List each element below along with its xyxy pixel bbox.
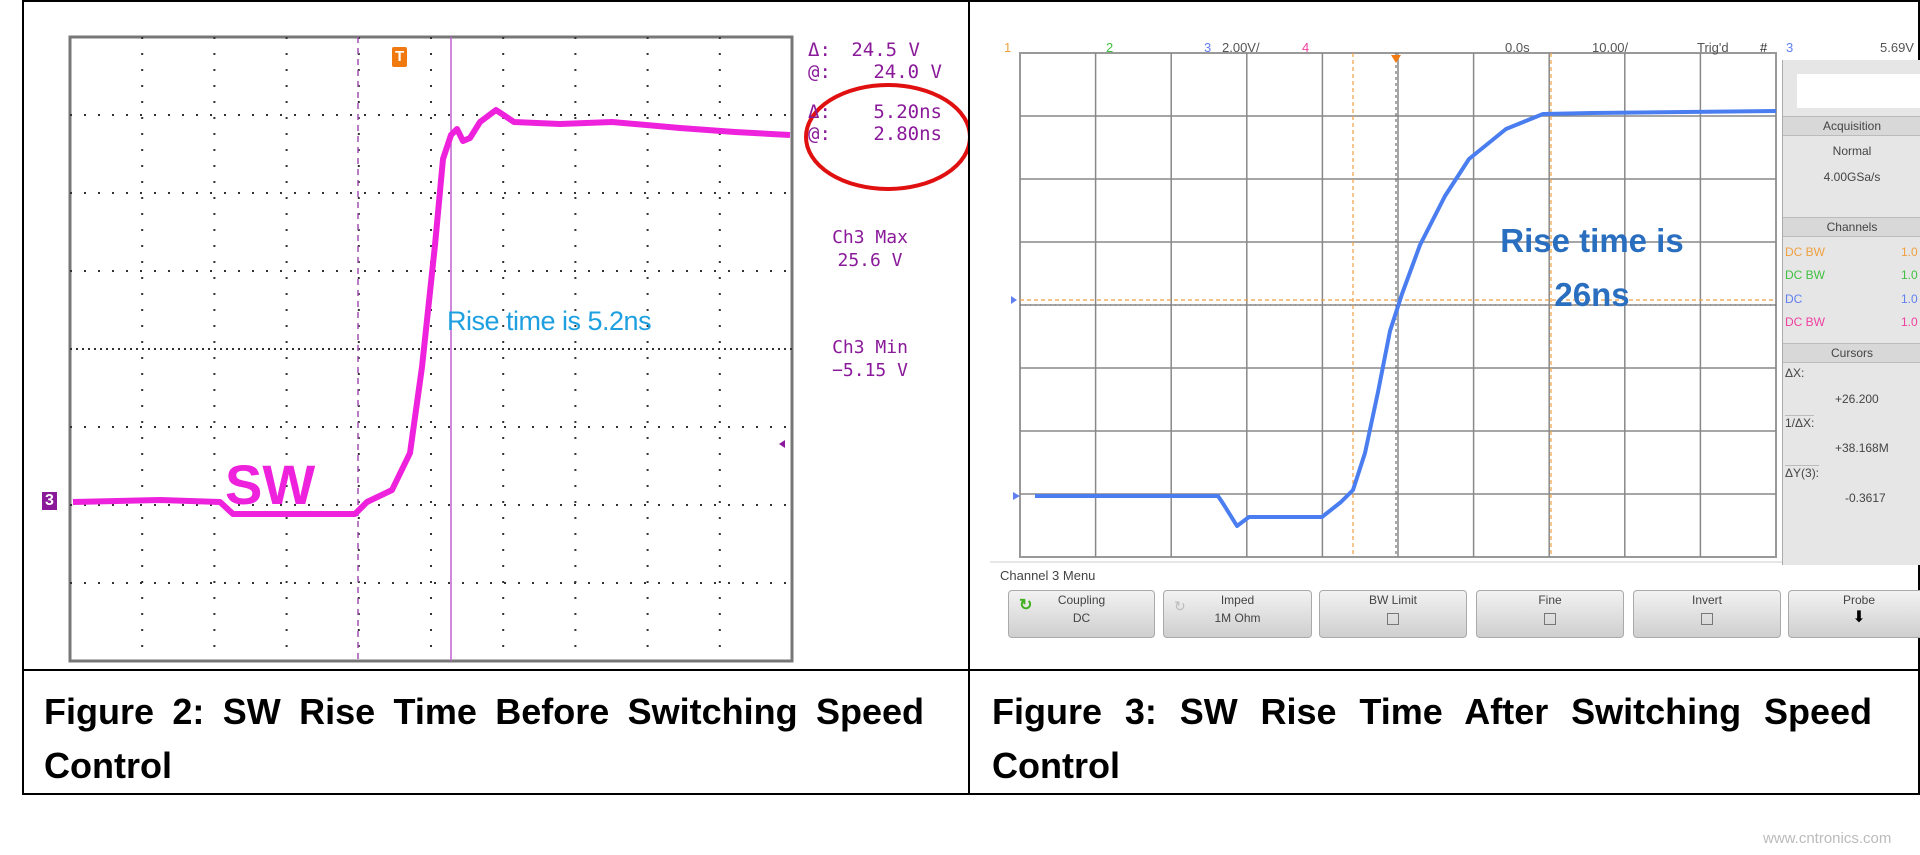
- figure3-scope: [990, 52, 1920, 563]
- meas-value-3: 2.80ns: [873, 123, 942, 145]
- sw-trace-label: SW: [225, 453, 316, 516]
- acquisition-mode: Normal: [1832, 144, 1872, 158]
- ch1-value: 1.0: [1901, 245, 1918, 259]
- dy-value: -0.3617: [1845, 491, 1886, 505]
- channel-menu-title: Channel 3 Menu: [1000, 568, 1096, 583]
- side-panel: Acquisition Normal 4.00GSa/s Channels DC…: [1782, 60, 1920, 565]
- rise-time-annotation-line2: 26ns: [1554, 276, 1630, 313]
- sw-trace: [72, 107, 791, 517]
- dx-label: ΔX:: [1785, 366, 1805, 380]
- dx-value: +26.200: [1835, 392, 1879, 406]
- rotate-knob-icon: ↻: [1019, 597, 1033, 614]
- meas-value-2: 5.20ns: [873, 101, 942, 123]
- ch1-indicator[interactable]: 1: [1004, 40, 1012, 55]
- softkey-fine[interactable]: Fine: [1476, 590, 1624, 638]
- trigger-marker: T: [392, 47, 408, 67]
- ch4-coupling: DC BW: [1785, 315, 1825, 329]
- channels-header[interactable]: Channels: [1783, 217, 1920, 237]
- ch4-value: 1.0: [1901, 315, 1918, 329]
- softkey-fine-label: Fine: [1538, 593, 1562, 607]
- ch2-indicator[interactable]: 2: [1106, 40, 1114, 55]
- figure2-caption: Figure 2: SW Rise Time Before Switching …: [44, 691, 924, 786]
- ch3-min-label: Ch3 Min: [832, 337, 908, 358]
- softkey-probe[interactable]: Probe ⬇: [1788, 590, 1920, 638]
- ch3-coupling: DC: [1785, 292, 1803, 306]
- ch4-indicator[interactable]: 4: [1302, 40, 1310, 55]
- acquisition-header[interactable]: Acquisition: [1783, 116, 1920, 136]
- trigger-channel: 3: [1786, 40, 1794, 55]
- softkey-bw-limit-label: BW Limit: [1369, 593, 1417, 607]
- column-divider: [968, 0, 970, 793]
- softkey-probe-label: Probe: [1842, 593, 1876, 607]
- figure2-scope: [68, 35, 968, 663]
- cursors-header[interactable]: Cursors: [1783, 343, 1920, 363]
- softkey-imped-label: Imped: [1220, 593, 1255, 607]
- sw-trace: [1035, 109, 1777, 528]
- softkey-imped-value: 1M Ohm: [1214, 611, 1261, 625]
- checkbox-icon[interactable]: [1544, 613, 1556, 625]
- dy-label: ΔY(3):: [1785, 465, 1820, 480]
- ch3-indicator[interactable]: 3: [1204, 40, 1212, 55]
- rise-time-annotation-line1: Rise time is: [1500, 222, 1684, 259]
- meas-label-1: @:: [808, 61, 831, 83]
- softkey-coupling-value: DC: [1072, 611, 1091, 625]
- softkey-coupling[interactable]: ↻ Coupling DC: [1008, 590, 1155, 638]
- softkey-imped[interactable]: ↻ Imped 1M Ohm: [1163, 590, 1312, 638]
- ch3-scale: 2.00V/: [1222, 40, 1260, 55]
- meas-label-0: Δ:: [808, 39, 831, 61]
- sample-rate: 4.00GSa/s: [1823, 170, 1881, 184]
- ch1-coupling: DC BW: [1785, 245, 1825, 259]
- inv-dx-label: 1/ΔX:: [1785, 415, 1815, 430]
- meas-value-0: 24.5 V: [851, 39, 920, 61]
- meas-label-2: Δ:: [808, 101, 831, 123]
- highlight-ellipse: [804, 83, 968, 191]
- softkey-bw-limit[interactable]: BW Limit: [1319, 590, 1467, 638]
- channel3-ground-icon: [1013, 492, 1020, 500]
- channel3-marker: 3: [42, 492, 57, 510]
- ch3-max-label: Ch3 Max: [832, 227, 908, 248]
- trigger-position-icon: [1391, 55, 1401, 63]
- ch3-min-value: −5.15 V: [832, 360, 908, 381]
- softkey-coupling-label: Coupling: [1057, 593, 1106, 607]
- ch3-value: 1.0: [1901, 292, 1918, 306]
- checkbox-icon[interactable]: [1701, 613, 1713, 625]
- trigger-symbol: #: [1760, 40, 1768, 55]
- ch2-value: 1.0: [1901, 268, 1918, 282]
- softkey-invert-label: Invert: [1691, 593, 1722, 607]
- figure3-caption: Figure 3: SW Rise Time After Switching S…: [992, 691, 1872, 786]
- rise-time-annotation: Rise time is 5.2ns: [447, 306, 652, 336]
- softkey-invert[interactable]: Invert: [1633, 590, 1781, 638]
- rotate-knob-icon: ↻: [1174, 598, 1186, 614]
- meas-value-1: 24.0 V: [873, 61, 942, 83]
- time-scale: 10.00/: [1592, 40, 1629, 55]
- arrow-down-icon: ⬇: [1852, 609, 1866, 626]
- trigger-status: Trig'd: [1697, 40, 1729, 55]
- checkbox-icon[interactable]: [1387, 613, 1399, 625]
- panel-blank-box: [1797, 74, 1920, 108]
- row-divider: [22, 669, 1918, 671]
- trigger-level-icon: [1011, 296, 1017, 304]
- time-offset: 0.0s: [1505, 40, 1530, 55]
- ch2-coupling: DC BW: [1785, 268, 1825, 282]
- trigger-level: 5.69V: [1880, 40, 1914, 55]
- meas-label-3: @:: [808, 123, 831, 145]
- level-marker-icon: [779, 440, 785, 448]
- ch3-max-value: 25.6 V: [837, 250, 903, 271]
- inv-dx-value: +38.168M: [1835, 441, 1889, 455]
- watermark: www.cntronics.com: [1763, 830, 1892, 847]
